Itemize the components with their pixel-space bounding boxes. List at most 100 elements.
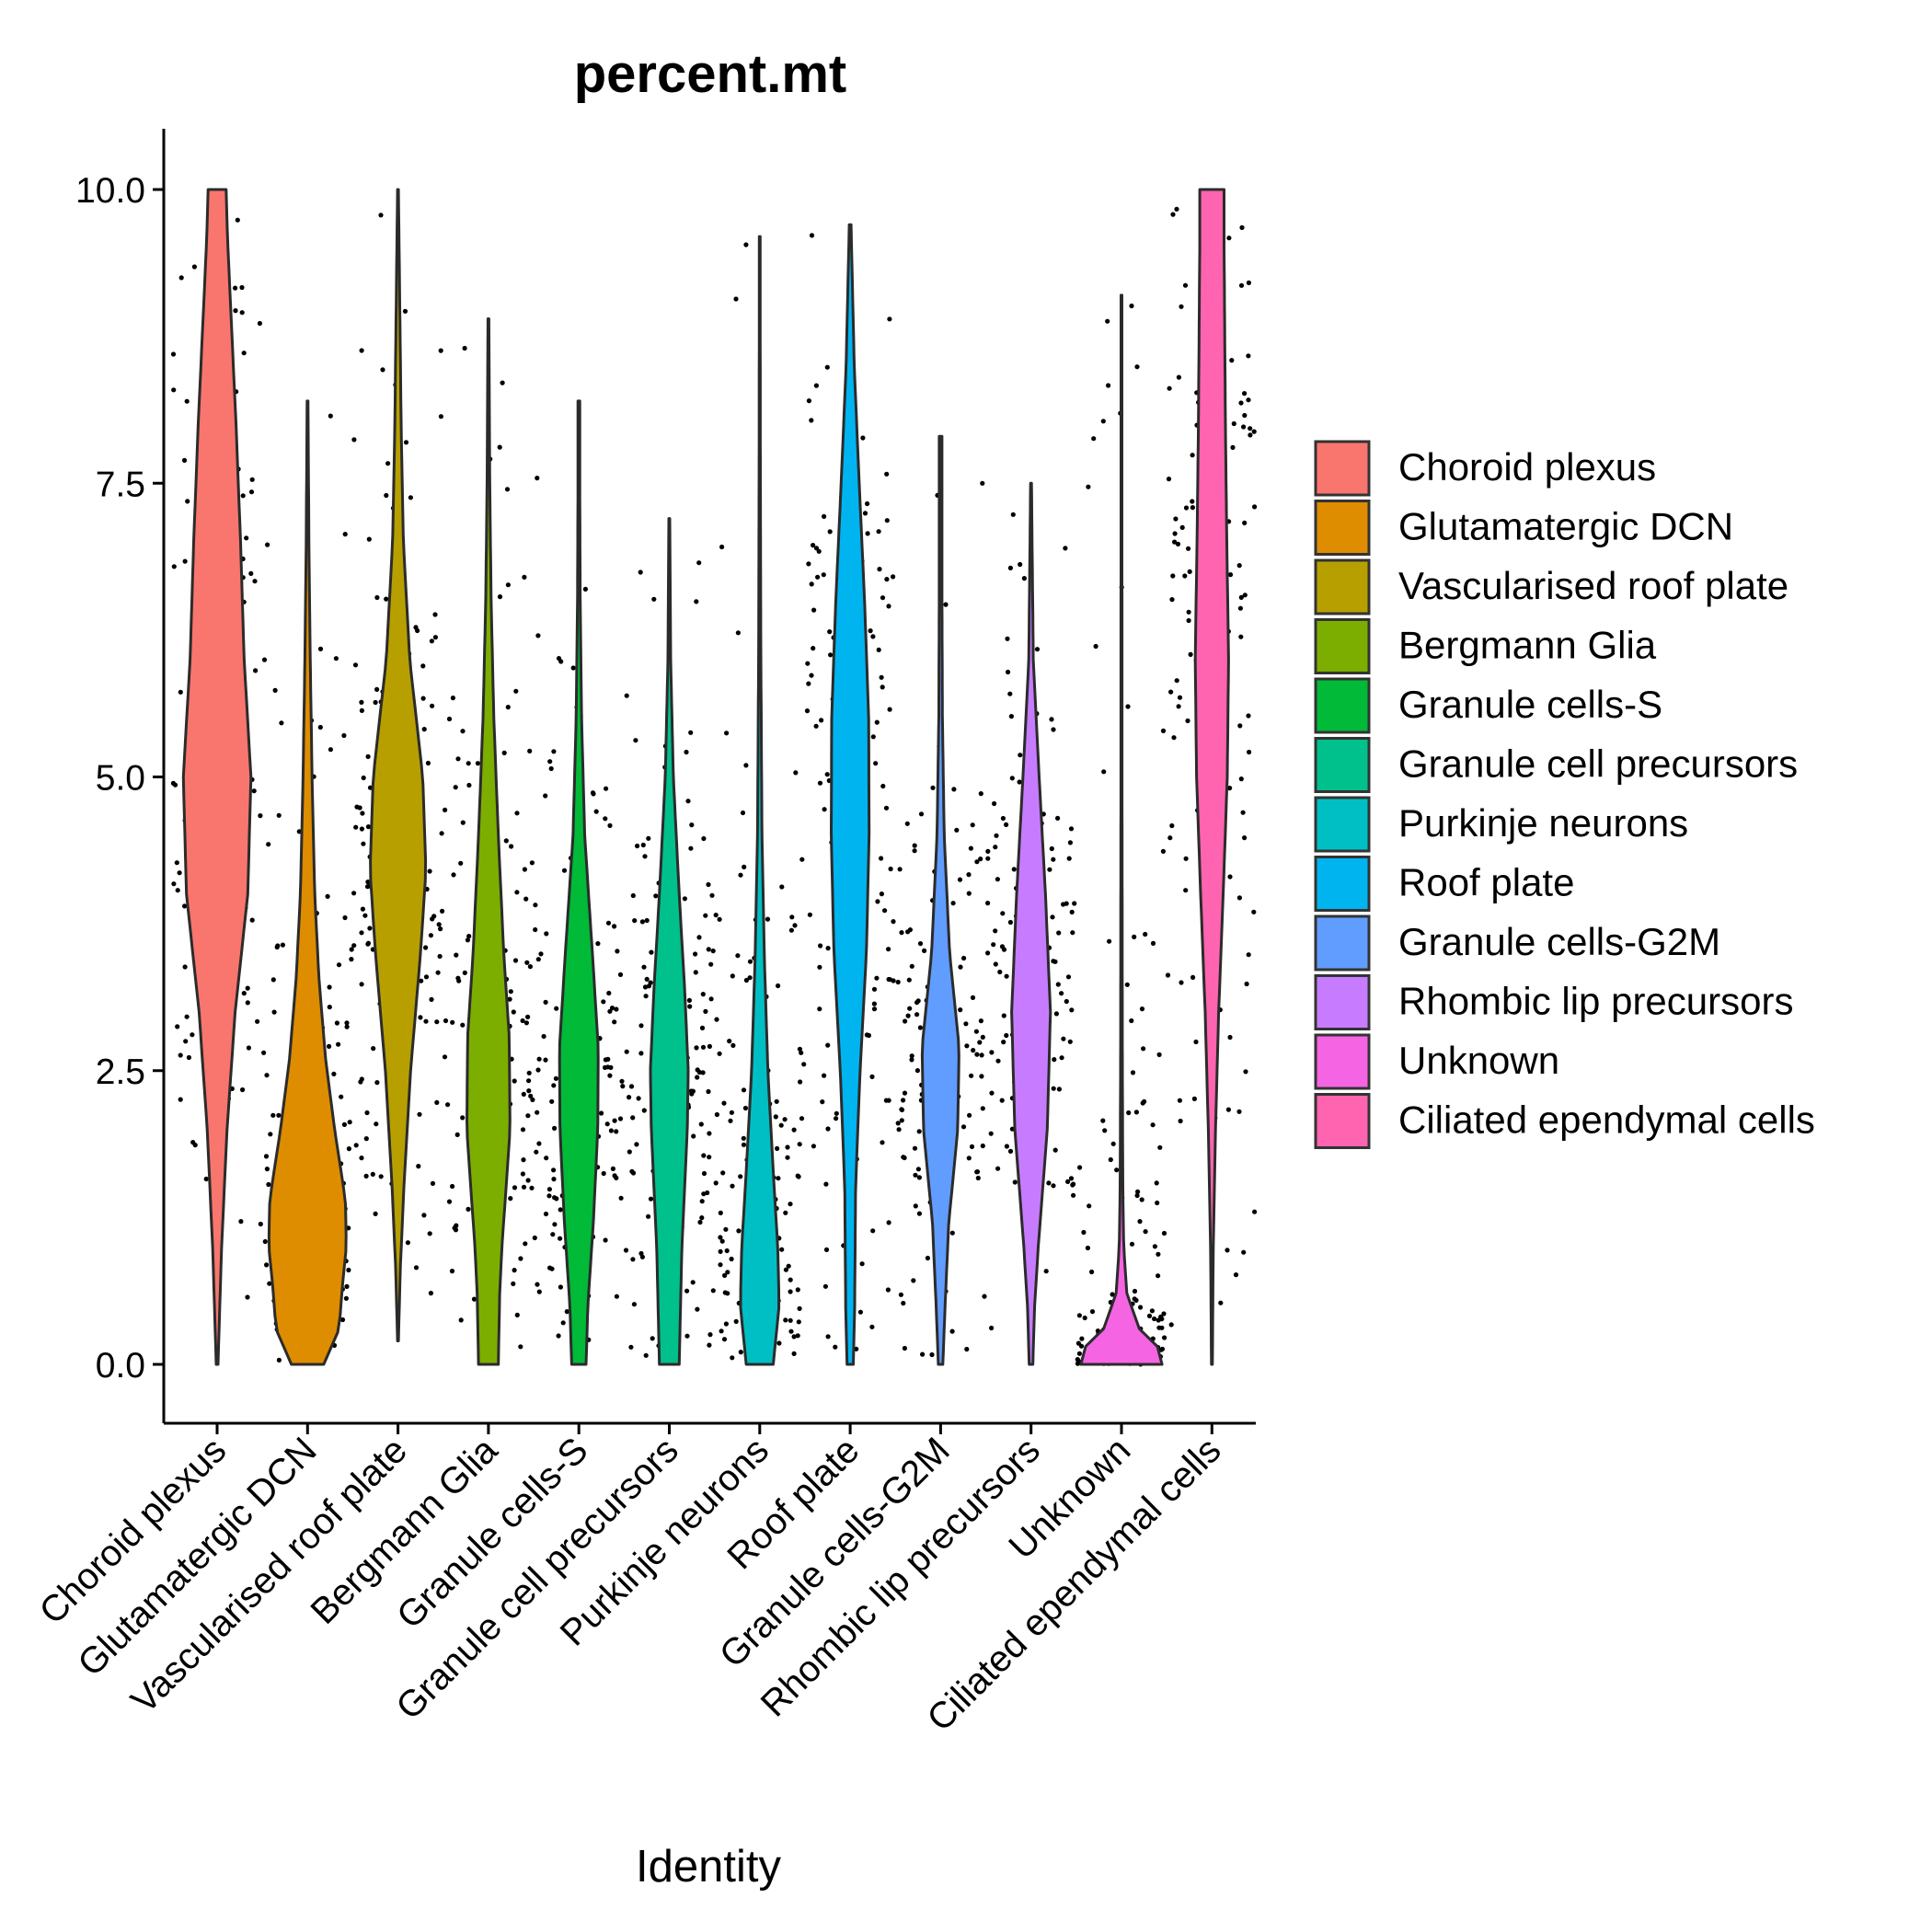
data-point: [788, 927, 795, 933]
data-point: [1229, 358, 1235, 363]
data-point: [327, 984, 332, 990]
data-point: [783, 1317, 788, 1323]
data-point: [730, 1042, 736, 1048]
data-point: [700, 1070, 706, 1075]
data-point: [526, 1078, 532, 1084]
data-point: [1243, 1069, 1248, 1075]
data-point: [1239, 224, 1245, 230]
data-point: [1242, 520, 1248, 526]
data-point: [1093, 643, 1098, 650]
data-point: [454, 952, 459, 958]
data-point: [642, 854, 648, 859]
data-point: [1162, 1335, 1167, 1340]
data-point: [1004, 1144, 1009, 1149]
data-point: [1133, 1297, 1139, 1303]
data-point: [172, 782, 178, 788]
data-point: [551, 749, 557, 754]
data-point: [501, 750, 507, 756]
data-point: [718, 1248, 723, 1254]
data-point: [719, 544, 725, 550]
data-point: [710, 1288, 716, 1294]
data-point: [799, 857, 805, 862]
data-point: [546, 1193, 552, 1199]
data-point: [546, 1187, 553, 1192]
data-point: [930, 785, 936, 790]
data-point: [922, 948, 927, 953]
data-point: [525, 1178, 531, 1183]
data-point: [653, 893, 659, 899]
data-point: [1186, 609, 1191, 615]
data-point: [551, 1167, 557, 1173]
data-point: [1158, 1314, 1164, 1319]
data-point: [1129, 303, 1134, 309]
data-point: [1055, 815, 1061, 822]
data-point: [552, 1125, 558, 1131]
data-point: [706, 947, 711, 952]
data-point: [357, 805, 362, 811]
data-point: [503, 838, 509, 844]
data-point: [245, 1000, 250, 1006]
data-point: [1252, 504, 1258, 510]
data-point: [544, 931, 549, 937]
data-point: [270, 977, 276, 983]
data-point: [182, 903, 188, 909]
data-point: [822, 513, 827, 520]
data-point: [1124, 982, 1130, 987]
data-point: [827, 529, 833, 535]
data-point: [601, 1170, 606, 1177]
data-point: [456, 978, 462, 983]
data-point: [1246, 713, 1251, 719]
data-point: [795, 1173, 800, 1179]
data-point: [971, 1048, 976, 1053]
data-point: [1161, 1311, 1167, 1317]
data-point: [614, 1129, 619, 1134]
data-point: [431, 914, 437, 919]
data-point: [423, 1018, 429, 1024]
data-point: [993, 845, 998, 850]
data-point: [885, 1287, 891, 1293]
data-point: [352, 662, 359, 668]
data-point: [817, 1006, 822, 1012]
data-point: [339, 1317, 346, 1323]
data-point: [630, 1115, 636, 1121]
data-point: [328, 747, 333, 753]
data-point: [806, 398, 812, 404]
data-point: [708, 996, 714, 1002]
y-tick-label: 7.5: [96, 465, 145, 504]
data-point: [520, 1018, 525, 1024]
data-point: [909, 1057, 914, 1063]
data-point: [334, 1020, 339, 1026]
data-point: [1051, 1183, 1056, 1189]
data-point: [603, 816, 608, 822]
data-point: [344, 1020, 350, 1026]
legend-label: Roof plate: [1398, 861, 1574, 904]
data-point: [725, 1291, 730, 1296]
data-point: [735, 630, 742, 636]
data-point: [360, 906, 365, 912]
data-point: [904, 821, 910, 826]
data-point: [364, 1110, 370, 1116]
data-point: [879, 674, 884, 680]
data-point: [1129, 1018, 1134, 1024]
data-point: [264, 1262, 270, 1268]
data-point: [460, 820, 466, 825]
data-point: [1177, 695, 1183, 700]
chart-title: percent.mt: [574, 44, 847, 104]
legend-swatch: [1314, 500, 1371, 556]
data-point: [374, 1121, 379, 1127]
data-point: [912, 843, 917, 848]
data-point: [643, 994, 649, 999]
data-point: [1110, 1141, 1116, 1146]
data-point: [869, 1324, 875, 1329]
data-point: [822, 807, 827, 812]
data-point: [520, 1171, 526, 1177]
data-point: [244, 535, 249, 541]
data-point: [1143, 1229, 1148, 1235]
data-point: [640, 842, 646, 848]
data-point: [825, 946, 831, 951]
data-point: [1242, 592, 1248, 598]
data-point: [884, 577, 890, 582]
data-point: [535, 633, 541, 638]
data-point: [911, 1278, 916, 1283]
data-point: [1173, 516, 1179, 522]
